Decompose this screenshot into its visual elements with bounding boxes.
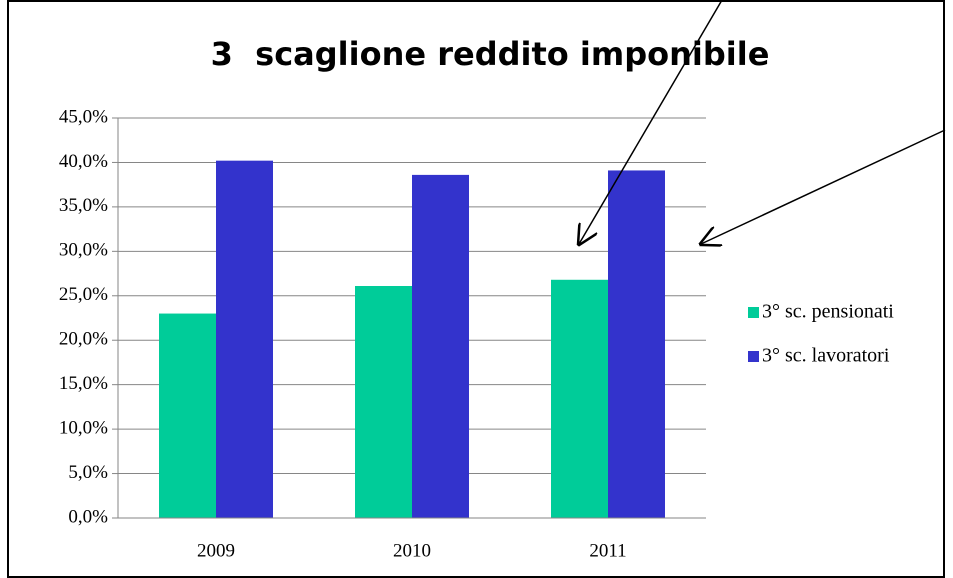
x-tick-label: 2010 xyxy=(393,540,431,561)
bar xyxy=(355,286,412,518)
bar xyxy=(551,279,608,518)
x-tick-label: 2009 xyxy=(197,540,235,561)
bar xyxy=(412,174,469,518)
bar xyxy=(159,313,216,518)
legend-swatch xyxy=(748,307,759,318)
annotation-arrow xyxy=(701,129,946,244)
legend-label: 3° sc. lavoratori xyxy=(762,345,890,367)
y-tick-label: 25,0% xyxy=(59,284,108,305)
plot-area: 0,0% 5,0% 10,0% 15,0% 20,0% 25,0% 30,0% 35,0% 40… xyxy=(59,106,894,561)
y-tick-label: 5,0% xyxy=(68,462,108,483)
y-tick-label: 45,0% xyxy=(59,106,108,127)
bar xyxy=(608,170,665,518)
y-tick-label: 35,0% xyxy=(59,195,108,216)
annotation-arrow xyxy=(579,0,723,244)
y-tick-label: 40,0% xyxy=(59,151,108,172)
y-tick-label: 20,0% xyxy=(59,329,108,350)
chart-title: 3 scaglione reddito imponibile xyxy=(211,35,770,73)
y-tick-label: 15,0% xyxy=(59,373,108,394)
legend-label: 3° sc. pensionati xyxy=(762,301,894,323)
chart-border xyxy=(7,0,945,578)
x-tick-label: 2011 xyxy=(589,540,626,561)
y-tick-label: 10,0% xyxy=(59,417,108,438)
y-tick-label: 0,0% xyxy=(68,506,108,527)
bar xyxy=(216,160,273,518)
legend-swatch xyxy=(748,351,759,362)
y-tick-label: 30,0% xyxy=(59,240,108,261)
